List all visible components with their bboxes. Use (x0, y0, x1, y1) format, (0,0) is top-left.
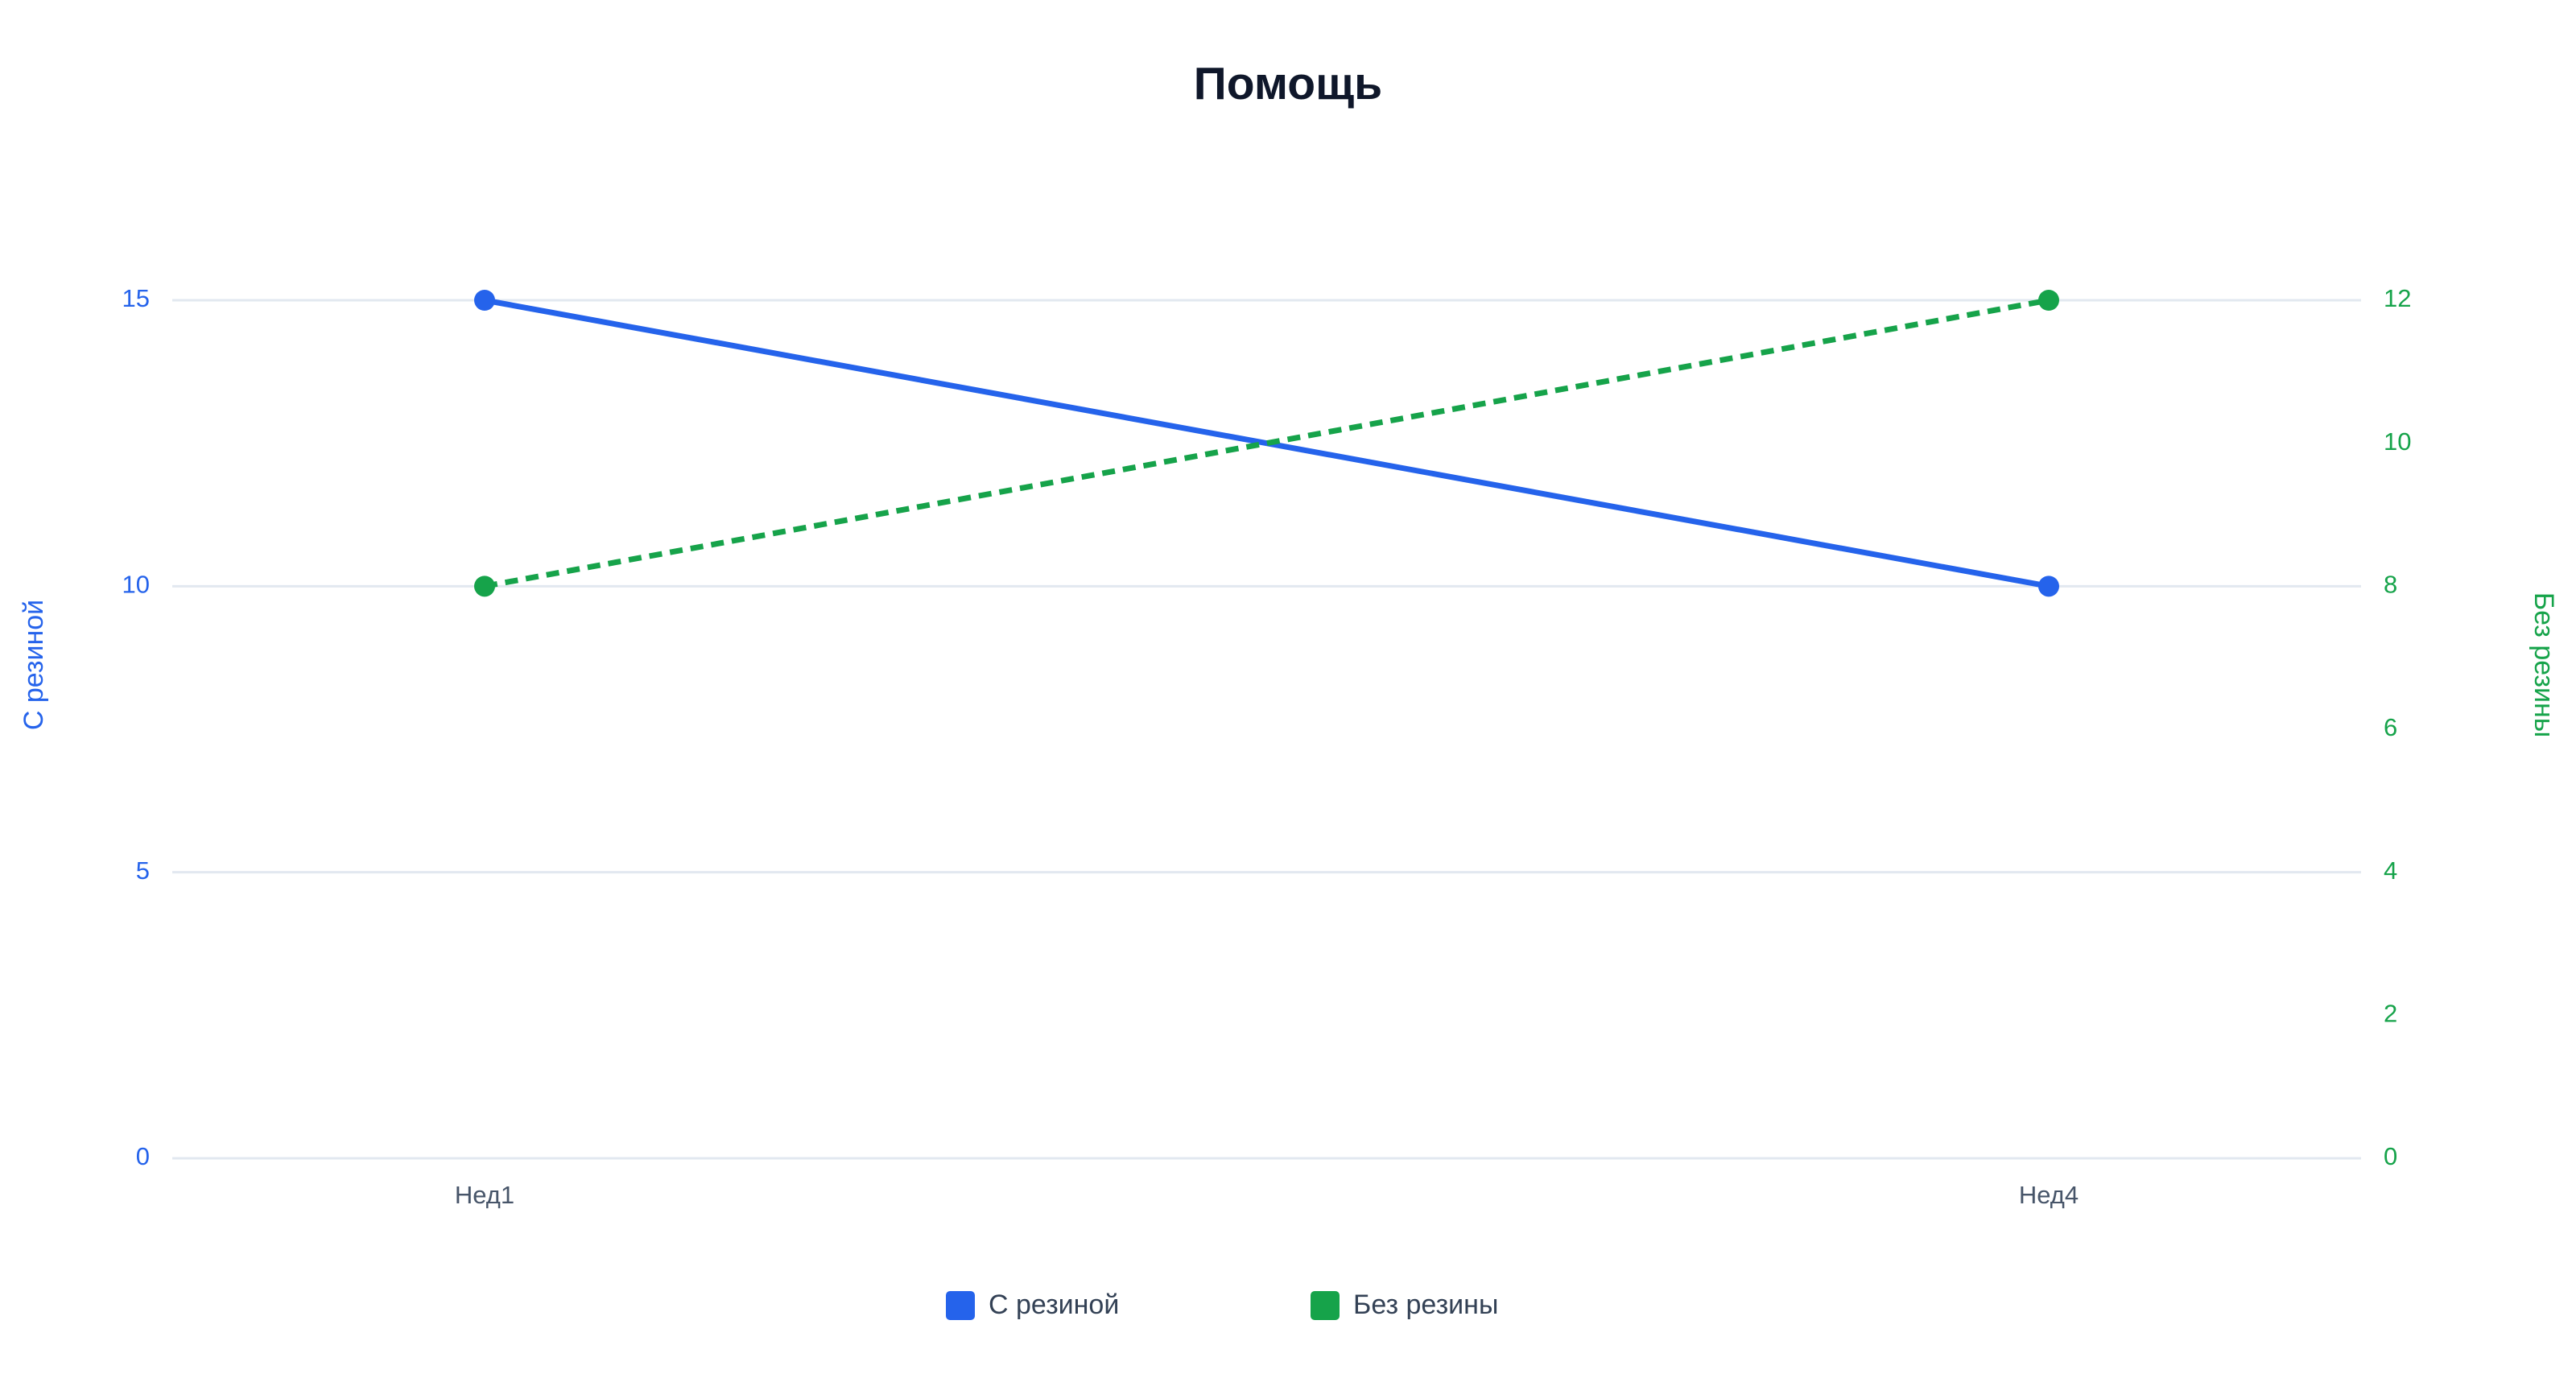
y-tick-label: 15 (122, 284, 150, 312)
y2-tick-label: 8 (2384, 571, 2397, 599)
series-line (484, 297, 2050, 589)
data-point (474, 290, 496, 311)
series-line (484, 297, 2050, 589)
y2-tick-label: 10 (2384, 427, 2411, 456)
y2-tick-label: 12 (2384, 284, 2411, 312)
y-tick-label: 5 (136, 856, 150, 885)
chart-title: Помощь (1194, 58, 1382, 109)
legend-label: С резиной (989, 1289, 1119, 1320)
y-tick-label: 0 (136, 1142, 150, 1170)
legend-swatch (946, 1291, 975, 1320)
y2-tick-label: 4 (2384, 856, 2397, 885)
y2-tick-label: 6 (2384, 713, 2397, 741)
y-tick-label: 10 (122, 571, 150, 599)
legend-swatch (1311, 1291, 1340, 1320)
y-axis-title: С резиной (19, 600, 49, 730)
legend-label: Без резины (1353, 1289, 1498, 1320)
data-point (2037, 290, 2059, 311)
data-point (474, 576, 496, 597)
data-point (2037, 576, 2059, 597)
x-tick-label: Нед1 (455, 1181, 514, 1209)
x-tick-label: Нед4 (2019, 1181, 2079, 1209)
y2-tick-label: 0 (2384, 1142, 2397, 1170)
y2-tick-label: 2 (2384, 1000, 2397, 1028)
y2-axis-title: Без резины (2529, 592, 2559, 737)
